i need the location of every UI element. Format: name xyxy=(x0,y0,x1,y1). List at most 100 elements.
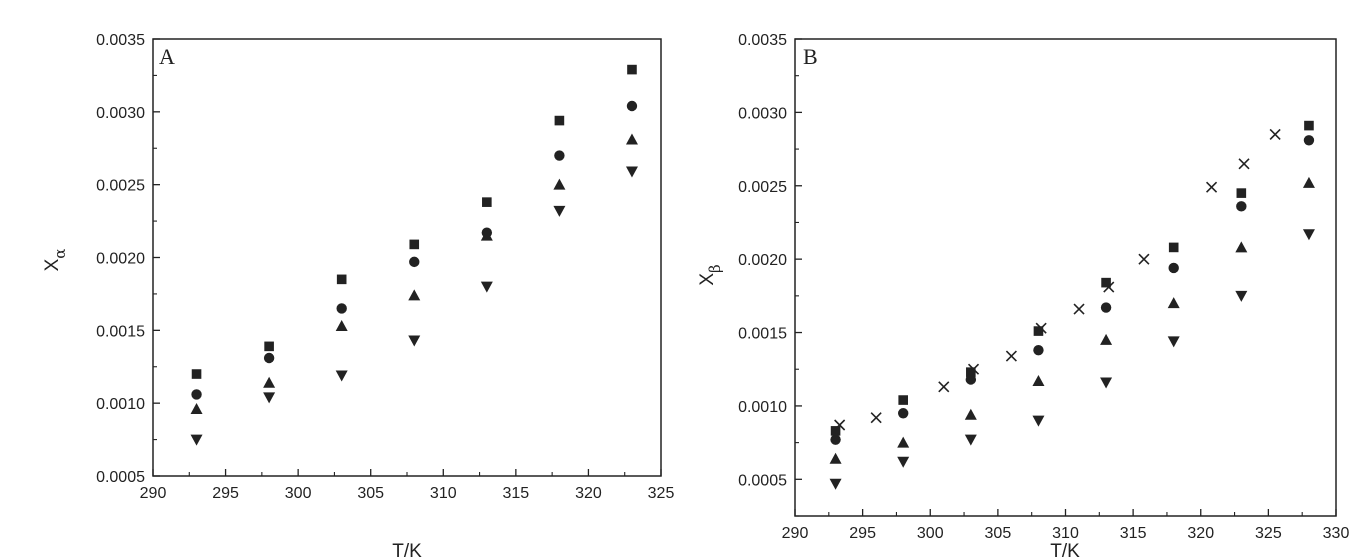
cross-stroke xyxy=(834,419,846,431)
data-point-cross xyxy=(1206,181,1218,193)
x-tick-label: 330 xyxy=(1323,525,1350,542)
x-axis-label: T/K xyxy=(392,541,422,560)
data-point-triangle-down xyxy=(829,478,842,490)
x-tick-label: 305 xyxy=(985,525,1012,542)
data-point-triangle-up xyxy=(553,178,566,190)
cross-stroke xyxy=(1138,253,1150,265)
y-tick-label: 0.0025 xyxy=(96,178,145,195)
data-point-triangle-down xyxy=(480,281,493,293)
data-point-triangle-down xyxy=(1167,336,1180,348)
chart-panel-a: A 290 295 300 305 310 315 320 325 0.0005 0.0010 0.… xyxy=(42,32,674,560)
data-point-circle xyxy=(191,389,202,400)
x-tick-label: 315 xyxy=(503,485,530,502)
x-tick-label: 305 xyxy=(357,485,384,502)
data-point-cross xyxy=(1035,322,1047,334)
data-point-square xyxy=(627,64,637,75)
y-tick-label: 0.0010 xyxy=(738,399,787,416)
data-point-circle xyxy=(1303,135,1315,146)
x-tick-label: 325 xyxy=(1255,525,1282,542)
tick-layer: 290 295 300 305 310 315 320 325 330 0.0005 0.0010 0… xyxy=(738,32,1349,542)
x-tick-label: 295 xyxy=(212,485,239,502)
data-point-square xyxy=(1101,277,1111,288)
data-point-circle xyxy=(830,434,841,445)
panel-label: A xyxy=(159,44,175,69)
data-point-triangle-down xyxy=(263,392,276,404)
data-point-square xyxy=(336,274,347,285)
data-point-triangle-up xyxy=(1100,333,1113,345)
data-point-triangle-up xyxy=(897,436,910,448)
cross-stroke xyxy=(1238,158,1250,170)
marks-layer xyxy=(829,120,1315,490)
data-point-cross xyxy=(834,419,846,431)
data-point-circle xyxy=(1236,201,1247,212)
x-axis-label: T/K xyxy=(1050,541,1080,560)
data-point-circle xyxy=(263,352,275,364)
data-point-triangle-up xyxy=(1235,241,1248,253)
x-tick-label: 290 xyxy=(140,485,167,502)
data-point-cross xyxy=(870,412,882,424)
data-point-circle xyxy=(626,100,638,112)
data-point-square xyxy=(409,239,420,250)
data-point-triangle-up xyxy=(408,289,421,301)
data-point-triangle-up xyxy=(829,452,842,464)
cross-stroke xyxy=(1206,181,1218,193)
tick-layer: 290 295 300 305 310 315 320 325 0.0005 0.0010 0.00… xyxy=(96,32,674,502)
data-point-cross xyxy=(1073,303,1085,315)
y-tick-label: 0.0005 xyxy=(96,469,145,486)
plot-frame xyxy=(152,38,662,477)
chart-panel-b: B 290 295 300 305 310 315 320 325 330 0.0005 0.001… xyxy=(697,32,1349,560)
x-tick-label: 310 xyxy=(1052,525,1079,542)
data-point-square xyxy=(264,341,274,352)
x-tick-label: 315 xyxy=(1120,525,1147,542)
data-point-circle xyxy=(409,256,420,268)
data-point-triangle-down xyxy=(190,434,203,446)
data-point-triangle-up xyxy=(625,133,638,145)
data-point-triangle-down xyxy=(1032,415,1045,427)
y-tick-label: 0.0030 xyxy=(738,105,787,122)
y-tick-label: 0.0010 xyxy=(96,396,145,413)
data-point-square xyxy=(1236,188,1247,198)
marks-layer xyxy=(190,64,638,446)
y-axis-label: Xα xyxy=(42,249,69,272)
data-point-triangle-down xyxy=(625,166,638,178)
data-point-square xyxy=(191,369,202,379)
cross-stroke xyxy=(938,381,950,393)
y-axis-label-base: X xyxy=(42,258,63,271)
y-tick-label: 0.0035 xyxy=(96,32,145,49)
data-point-triangle-down xyxy=(1302,229,1315,241)
data-point-triangle-up xyxy=(263,376,276,388)
y-tick-label: 0.0020 xyxy=(738,252,787,269)
x-tick-label: 320 xyxy=(575,485,602,502)
cross-stroke xyxy=(1103,281,1115,293)
data-point-triangle-up xyxy=(335,319,348,331)
cross-stroke xyxy=(1073,303,1085,315)
data-point-triangle-down xyxy=(1235,290,1248,302)
data-point-square xyxy=(1168,242,1179,253)
x-tick-label: 290 xyxy=(782,525,809,542)
data-point-square xyxy=(830,426,841,436)
y-tick-label: 0.0030 xyxy=(96,105,145,122)
cross-stroke xyxy=(1005,350,1017,362)
data-point-triangle-down xyxy=(964,434,977,446)
cross-stroke xyxy=(1269,128,1281,140)
cross-stroke xyxy=(1035,322,1047,334)
data-point-cross xyxy=(1005,350,1017,362)
y-tick-label: 0.0035 xyxy=(738,32,787,49)
data-point-circle xyxy=(1033,344,1044,356)
x-tick-label: 295 xyxy=(849,525,876,542)
data-point-circle xyxy=(1168,262,1179,274)
data-point-triangle-down xyxy=(1100,377,1113,389)
y-tick-label: 0.0025 xyxy=(738,179,787,196)
data-point-triangle-down xyxy=(335,370,348,382)
data-point-cross xyxy=(938,381,950,393)
data-point-circle xyxy=(554,150,565,161)
data-point-triangle-up xyxy=(1032,374,1045,386)
data-point-square xyxy=(1304,120,1314,131)
data-point-circle xyxy=(336,303,347,314)
y-tick-label: 0.0020 xyxy=(96,251,145,268)
x-tick-label: 320 xyxy=(1187,525,1214,542)
panel-label: B xyxy=(803,44,818,69)
cross-stroke xyxy=(870,412,882,424)
data-point-circle xyxy=(1100,302,1112,313)
